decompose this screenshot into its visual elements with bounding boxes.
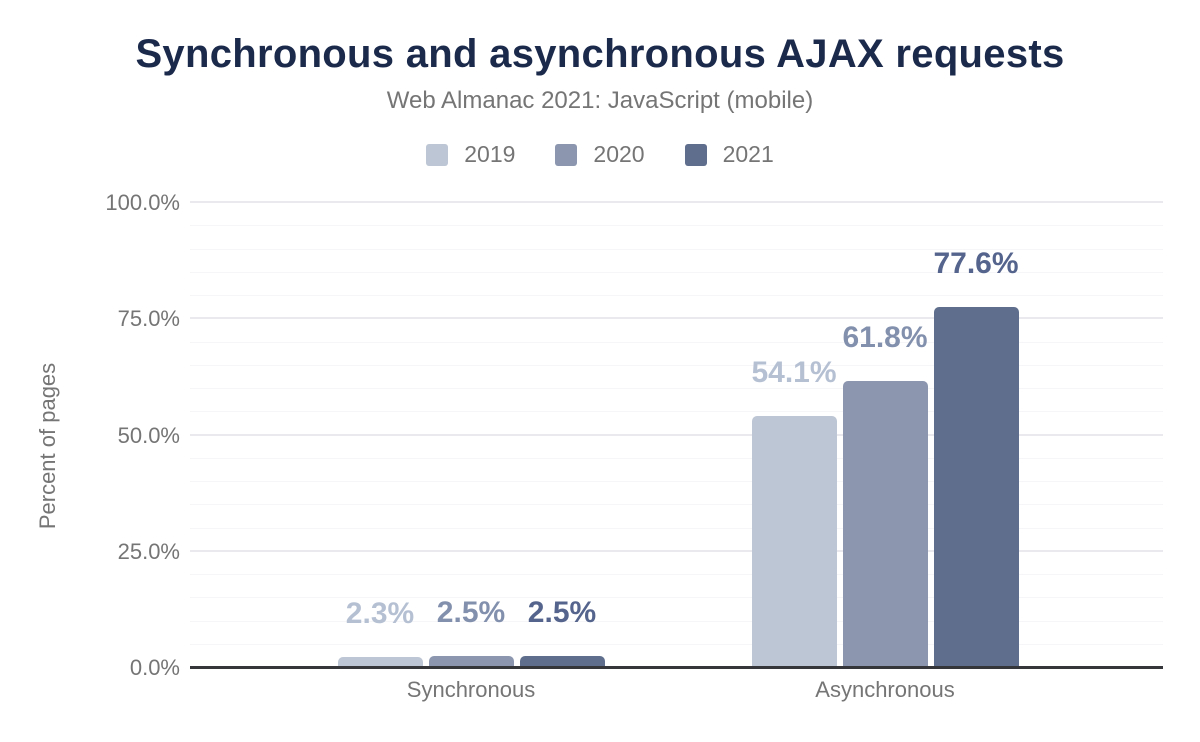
gridline-minor — [190, 411, 1163, 413]
gridline-minor — [190, 295, 1163, 296]
legend-label: 2019 — [464, 141, 516, 167]
gridline-major — [190, 549, 1163, 552]
gridline-minor — [190, 225, 1163, 227]
legend: 2019 2020 2021 — [0, 141, 1200, 168]
bar-value-label-2020-asynchronous: 61.8% — [842, 320, 928, 354]
bar-value-label-2021-synchronous: 2.5% — [527, 596, 597, 630]
chart-subtitle: Web Almanac 2021: JavaScript (mobile) — [386, 87, 814, 114]
y-tick-label: 100.0% — [105, 190, 180, 215]
gridline-minor — [190, 388, 1163, 389]
x-axis-line — [190, 666, 1163, 669]
y-tick-label: 0.0% — [129, 655, 180, 680]
bar-value-label-2020-synchronous: 2.5% — [436, 596, 506, 630]
legend-label: 2020 — [593, 141, 645, 167]
legend-item-2019: 2019 — [426, 141, 515, 168]
gridline-minor — [190, 597, 1163, 599]
legend-swatch-icon — [684, 143, 707, 166]
legend-item-2020: 2020 — [555, 141, 645, 168]
gridline-minor — [190, 457, 1163, 459]
bar-2019-asynchronous[interactable] — [751, 416, 837, 668]
chart-title: Synchronous and asynchronous AJAX reques… — [135, 32, 1065, 76]
gridline-minor — [190, 364, 1163, 366]
bar-2021-asynchronous[interactable] — [933, 307, 1019, 668]
bar-2021-synchronous[interactable] — [519, 656, 605, 668]
x-category-label-synchronous: Synchronous — [406, 677, 536, 702]
gridline-minor — [190, 574, 1163, 575]
bar-2019-synchronous[interactable] — [337, 657, 423, 668]
gridline-major — [190, 201, 1163, 203]
legend-swatch-icon — [555, 143, 578, 166]
legend-label: 2021 — [722, 141, 774, 167]
plot-area: 2.3% 2.5% 2.5% 54.1% 61.8% 77.6% — [190, 201, 1163, 669]
bar-value-label-2019-asynchronous: 54.1% — [751, 356, 837, 390]
gridline-minor — [190, 481, 1163, 482]
gridline-minor — [190, 620, 1163, 622]
bar-2020-synchronous[interactable] — [428, 656, 514, 668]
gridline-major — [190, 433, 1163, 436]
y-tick-label: 75.0% — [117, 306, 180, 332]
gridline-minor — [190, 271, 1163, 273]
legend-swatch-icon — [426, 143, 449, 166]
bar-value-label-2021-asynchronous: 77.6% — [933, 247, 1019, 281]
bar-value-label-2019-synchronous: 2.3% — [345, 597, 415, 631]
legend-item-2021: 2021 — [684, 141, 774, 168]
x-category-label-asynchronous: Asynchronous — [815, 677, 955, 702]
gridline-minor — [190, 248, 1163, 250]
gridline-major — [190, 317, 1163, 320]
y-tick-label: 25.0% — [117, 538, 180, 564]
gridline-minor — [190, 504, 1163, 506]
gridline-minor — [190, 643, 1163, 645]
gridline-minor — [190, 527, 1163, 529]
y-tick-label: 50.0% — [117, 422, 180, 448]
bar-2020-asynchronous[interactable] — [842, 380, 928, 668]
gridline-minor — [190, 341, 1163, 343]
